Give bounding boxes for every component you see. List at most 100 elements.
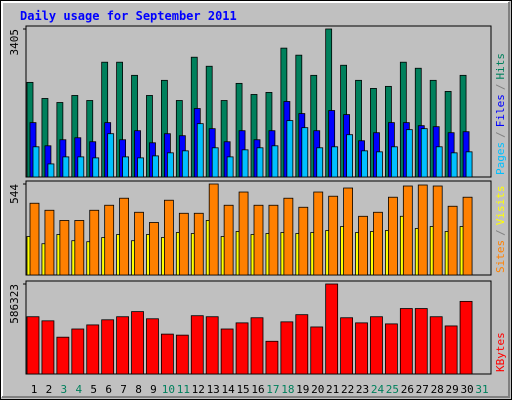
bar: [414, 308, 428, 375]
bar: [220, 328, 234, 375]
bar: [465, 151, 473, 178]
x-tick-label: 13: [207, 383, 220, 396]
bar: [316, 147, 324, 178]
bar: [211, 147, 219, 178]
bar: [280, 321, 294, 375]
bar: [271, 145, 279, 178]
bar: [253, 204, 264, 276]
bar: [146, 318, 159, 375]
legend-entry: Visits: [494, 186, 507, 226]
bar: [256, 147, 264, 178]
bar: [32, 146, 40, 178]
bar: [59, 220, 70, 276]
bar: [387, 196, 398, 276]
bar: [295, 314, 309, 375]
bar: [86, 324, 100, 375]
x-tick-label: 12: [192, 383, 205, 396]
bar: [119, 197, 129, 276]
x-tick-label: 9: [150, 383, 157, 396]
x-tick-label: 15: [236, 383, 249, 396]
x-tick-label: 17: [266, 383, 279, 396]
x-tick-label: 8: [135, 383, 142, 396]
bar: [71, 328, 85, 375]
bar: [238, 191, 249, 276]
bar: [160, 333, 174, 375]
bar: [355, 322, 368, 375]
legend-entry: Sites: [494, 240, 507, 273]
bar: [44, 209, 55, 276]
bar: [331, 146, 339, 178]
bar: [462, 196, 473, 276]
bar: [175, 334, 189, 375]
x-tick-label: 6: [105, 383, 112, 396]
bar: [268, 204, 279, 276]
bar: [116, 316, 129, 375]
bar: [137, 157, 144, 178]
bar: [384, 323, 398, 375]
bar: [122, 156, 129, 178]
bar: [450, 152, 458, 178]
bar: [29, 202, 40, 276]
bar: [101, 319, 115, 375]
x-tick-label: 11: [177, 383, 190, 396]
bar: [205, 316, 219, 375]
bar: [131, 311, 144, 375]
legend-separator: /: [494, 131, 507, 138]
legend-entry: Pages: [494, 142, 507, 175]
bar: [89, 209, 100, 276]
bar: [196, 123, 204, 178]
x-tick-label: 7: [120, 383, 127, 396]
bar: [361, 150, 368, 178]
bar: [149, 222, 159, 276]
bar: [420, 128, 428, 178]
x-tick-label: 30: [460, 383, 473, 396]
bar: [310, 326, 324, 375]
bar: [235, 322, 249, 375]
x-tick-label: 16: [251, 383, 264, 396]
x-tick-label: 21: [326, 383, 339, 396]
bar: [56, 336, 70, 375]
x-tick-label: 2: [46, 383, 53, 396]
x-tick-label: 27: [416, 383, 429, 396]
bar: [107, 133, 115, 178]
x-tick-label: 31: [475, 383, 488, 396]
y-max-label: 544: [8, 184, 21, 204]
bar: [92, 157, 100, 178]
bar: [283, 197, 294, 276]
bar: [166, 152, 174, 178]
bar: [343, 187, 354, 276]
bar: [223, 204, 234, 276]
legend-separator: /: [494, 84, 507, 91]
bar: [265, 340, 279, 375]
legend: Sites / Visits: [494, 186, 507, 274]
bar: [340, 317, 354, 375]
bar: [447, 205, 458, 276]
bar: [459, 300, 473, 375]
bar: [62, 156, 70, 178]
x-tick-label: 29: [446, 383, 459, 396]
bar: [77, 156, 85, 178]
bar: [313, 191, 324, 276]
x-tick-label: 26: [401, 383, 414, 396]
bar: [370, 316, 383, 375]
bar: [181, 150, 189, 178]
chart-title: Daily usage for September 2011: [20, 9, 237, 23]
bar: [74, 220, 85, 276]
bar: [429, 316, 443, 375]
bar: [26, 316, 40, 375]
bar: [405, 129, 413, 178]
x-tick-label: 20: [311, 383, 324, 396]
bar: [399, 308, 413, 375]
bar: [190, 315, 204, 375]
bar: [298, 206, 309, 276]
bar: [373, 211, 383, 276]
bar: [47, 163, 55, 178]
bar: [432, 185, 443, 276]
legend-separator: /: [494, 229, 507, 236]
bar: [444, 325, 458, 375]
x-tick-label: 28: [431, 383, 444, 396]
legend: Pages / Files / Hits: [494, 53, 507, 175]
bar: [417, 184, 428, 276]
